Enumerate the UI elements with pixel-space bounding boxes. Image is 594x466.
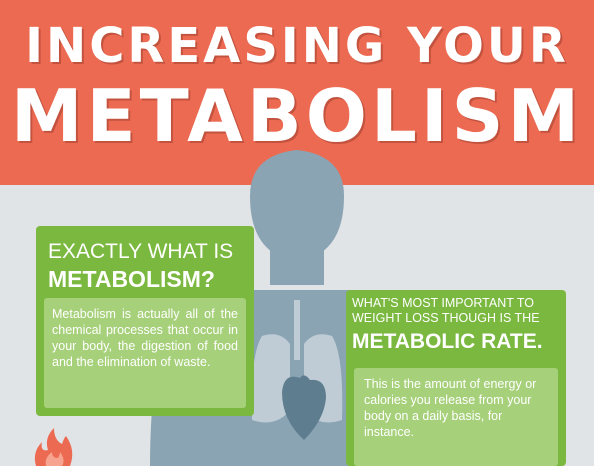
flame-icon <box>34 428 73 466</box>
metabolic-rate-card: WHAT'S MOST IMPORTANT TO WEIGHT LOSS THO… <box>346 290 566 466</box>
header-banner: INCREASING YOUR METABOLISM <box>0 0 594 185</box>
title-line-2: METABOLISM <box>10 74 584 158</box>
card-left-heading-line2: METABOLISM? <box>48 266 215 292</box>
card-left-heading-line1: EXACTLY WHAT IS <box>48 240 234 263</box>
title-line-1: INCREASING YOUR <box>25 18 569 74</box>
card-right-body: This is the amount of energy or calories… <box>354 368 558 466</box>
head-shape <box>250 150 344 252</box>
neck-shape <box>270 245 324 285</box>
card-right-heading-line1: WHAT'S MOST IMPORTANT TO WEIGHT LOSS THO… <box>352 296 540 325</box>
card-right-heading-line2: METABOLIC RATE. <box>352 330 543 353</box>
card-left-body: Metabolism is actually all of the chemic… <box>44 298 246 408</box>
metabolism-definition-card: EXACTLY WHAT IS METABOLISM? Metabolism i… <box>36 226 254 416</box>
heart-icon <box>282 375 326 440</box>
